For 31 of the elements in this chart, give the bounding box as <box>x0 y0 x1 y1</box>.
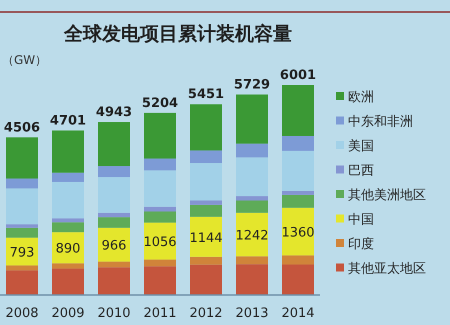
legend-label: 巴西 <box>348 164 374 178</box>
total: 5451 <box>188 87 224 102</box>
total: 5204 <box>142 96 178 111</box>
x-tick: 2010 <box>97 306 131 321</box>
value-label: 1242 <box>235 228 269 244</box>
total: 4506 <box>4 120 40 136</box>
x-tick: 2009 <box>51 306 85 321</box>
total: 6001 <box>280 68 316 83</box>
ylabel: （GW） <box>2 53 48 67</box>
legend-label: 中东和非洲 <box>348 114 413 130</box>
legend-label: 欧洲 <box>348 90 374 105</box>
value-label: 1056 <box>143 235 177 250</box>
total: 4943 <box>96 105 132 120</box>
value-label: 966 <box>102 238 126 254</box>
value-label: 1360 <box>281 226 315 241</box>
x-tick: 2013 <box>235 306 269 321</box>
x-tick: 2012 <box>189 306 223 321</box>
legend-label: 美国 <box>348 138 374 154</box>
x-tick: 2014 <box>281 306 315 321</box>
x-tick: 2008 <box>5 306 39 321</box>
x-tick: 2011 <box>143 306 177 321</box>
value-label: 890 <box>56 242 80 257</box>
value-label: 1144 <box>189 230 223 246</box>
total: 4701 <box>50 114 86 128</box>
total: 5729 <box>234 78 270 93</box>
value-label: 793 <box>10 246 34 261</box>
legend-label: 中国 <box>348 212 374 228</box>
legend-label: 其他美洲地区 <box>348 187 426 203</box>
title: 全球发电项目累计装机容量 <box>64 23 292 45</box>
legend-label: 其他亚太地区 <box>348 262 426 276</box>
legend-label: 印度 <box>348 236 374 252</box>
